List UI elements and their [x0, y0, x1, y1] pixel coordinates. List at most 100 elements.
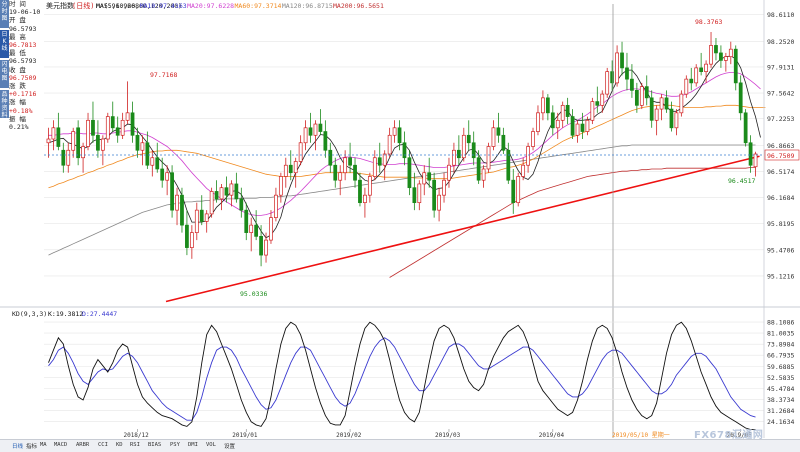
kd-tick-label: 59.6885 [767, 363, 794, 371]
candle-body [269, 217, 273, 241]
price-tick-label: 97.5642 [767, 90, 794, 98]
x-axis: 2018/12 2019/01 2019/02 2019/03 2019/04 2019/… [123, 429, 752, 439]
candle-body [140, 142, 145, 151]
candle-body [100, 138, 105, 151]
candle-body [249, 224, 254, 233]
toolbar-tab[interactable]: CCI [98, 442, 108, 448]
watermark: FX678汇通网 [694, 430, 764, 441]
candle-body [649, 97, 654, 121]
candle-body [709, 45, 713, 65]
annotation-high-2: 98.3763 [695, 18, 722, 26]
candle-body [115, 127, 120, 136]
side-tabs: 分时图 日K线 闪电图 品种资料 [0, 0, 9, 120]
toolbar-tab[interactable]: 指标 [26, 444, 38, 450]
candle-body [199, 209, 204, 222]
info-row: 96.5793 [9, 24, 37, 33]
candle-body [105, 116, 110, 140]
candle-body [536, 112, 540, 132]
candle-body [214, 191, 219, 200]
ma-value-5: MA200:96.5651 [333, 2, 384, 10]
candle-body [743, 112, 748, 144]
crosshair-date: 2019/05/10 星期一 [612, 431, 670, 439]
candle-body [224, 187, 229, 196]
candle-body [620, 52, 624, 69]
info-row: +0.18% [9, 106, 33, 115]
candle-body [56, 127, 61, 147]
candle-body [630, 78, 634, 91]
ma-values: MA5:96.9668 MA10:97.4163 MA20:97.6228 MA60:… [96, 2, 384, 10]
candle-body [318, 123, 323, 132]
candle-body [486, 146, 491, 170]
k-line [48, 321, 756, 431]
candle-body [476, 157, 481, 181]
candle-body [239, 198, 244, 211]
candle-body [456, 149, 461, 159]
candle-body [625, 67, 629, 80]
toolbar-tab[interactable]: BIAS [148, 442, 162, 448]
candle-body [442, 179, 446, 196]
candle-body [501, 134, 506, 151]
toolbar-tab[interactable]: KD [116, 442, 123, 448]
candle-body [91, 119, 95, 136]
info-row: +0.1716 [9, 90, 37, 99]
kd-tick-label: 66.7935 [767, 352, 794, 360]
price-grid [44, 14, 764, 277]
candle-body [175, 194, 179, 211]
d-line [48, 337, 756, 421]
toolbar-tab[interactable]: 日线 [12, 444, 24, 450]
info-row: 0.21% [9, 123, 29, 132]
x-tick-label: 2019/05 [727, 432, 753, 439]
ma60-line [48, 104, 766, 189]
candle-body [135, 134, 140, 151]
candle-body [541, 97, 545, 114]
candle-body [353, 164, 357, 181]
candle-body [234, 183, 239, 200]
candle-body [427, 172, 432, 181]
candle-body [516, 176, 521, 204]
candle-body [288, 164, 293, 174]
price-tick-label: 95.8195 [767, 220, 794, 228]
candle-body [387, 134, 392, 155]
candle-body [437, 194, 441, 211]
candle-body [694, 67, 699, 84]
ma-value-0: MA5:96.9668 [96, 2, 139, 10]
price-tick-label: 98.2520 [767, 38, 794, 46]
side-tab-3[interactable]: 品种资料 [0, 90, 9, 119]
candle-body [367, 176, 372, 196]
candle-body [150, 157, 155, 166]
candle-body [432, 179, 437, 211]
candle-body [738, 82, 743, 114]
candle-body [466, 134, 471, 144]
candle-body [714, 45, 718, 54]
candle-body [674, 112, 679, 129]
candle-body [185, 224, 189, 248]
info-row: 振 幅 [9, 114, 26, 123]
candle-body [570, 116, 575, 136]
toolbar-tab[interactable]: PSY [170, 442, 180, 448]
toolbar-tab[interactable]: RSI [130, 442, 140, 448]
x-tick-label: 2019/01 [232, 432, 258, 439]
toolbar-tab[interactable]: MACD [54, 442, 68, 448]
ma-value-4: MA120:96.8715 [282, 2, 333, 10]
chart-title: 美元指数 [46, 1, 74, 10]
toolbar-tab[interactable]: ARBR [76, 442, 90, 448]
price-tick-label: 95.4706 [767, 246, 794, 254]
side-tab-1[interactable]: 日K线 [0, 30, 9, 59]
toolbar-tab[interactable]: MA [40, 442, 47, 448]
candle-body [377, 157, 382, 166]
candle-body [402, 142, 407, 159]
side-tab-0[interactable]: 分时图 [0, 0, 9, 29]
toolbar-tab[interactable]: 设置 [224, 444, 236, 450]
candle-body [664, 97, 669, 110]
ma-params: MA(5,10,20,60,120,200) [96, 2, 182, 10]
candle-body [189, 232, 194, 248]
candle-body [412, 187, 417, 204]
candle-body [531, 131, 535, 147]
toolbar-tab[interactable]: DMI [188, 442, 198, 448]
side-tab-2[interactable]: 闪电图 [0, 60, 9, 89]
candle-body [590, 101, 595, 121]
candle-body [575, 123, 580, 136]
candle-body [521, 164, 526, 177]
toolbar-tab[interactable]: VOL [206, 442, 216, 448]
